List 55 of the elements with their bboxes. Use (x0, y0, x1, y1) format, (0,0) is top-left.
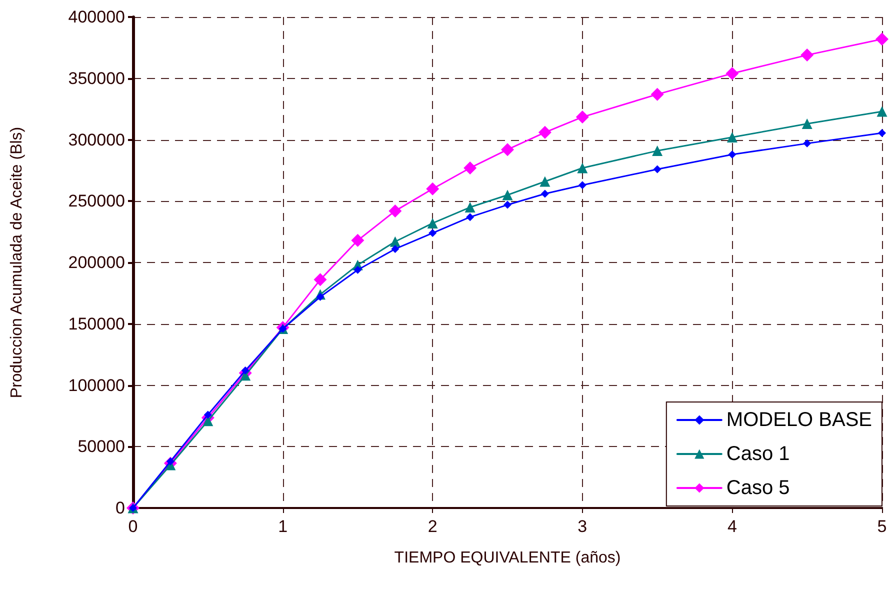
y-tick-label: 0 (116, 498, 125, 518)
point (354, 266, 362, 274)
point (540, 176, 550, 187)
legend-label: Caso 1 (726, 443, 790, 465)
point (504, 200, 512, 209)
y-tick-label: 100000 (68, 376, 125, 395)
point (728, 150, 736, 158)
point (576, 110, 589, 124)
y-tick-label: 150000 (68, 314, 125, 334)
point (466, 213, 474, 222)
point (427, 218, 438, 228)
y-tick-label: 200000 (68, 253, 125, 272)
point (204, 410, 212, 419)
y-tick-label: 400000 (68, 8, 125, 26)
legend-label: MODELO BASE (726, 409, 872, 431)
point (800, 48, 814, 62)
y-tick-label: 300000 (68, 130, 125, 150)
point (803, 139, 812, 148)
point (538, 126, 552, 139)
legend-label: Caso 5 (726, 477, 790, 499)
y-tick-label: 350000 (68, 68, 125, 88)
x-tick-label: 3 (578, 517, 588, 536)
point (501, 143, 514, 156)
point (653, 165, 662, 174)
x-tick-label: 4 (727, 517, 737, 536)
point (390, 236, 400, 247)
point (726, 66, 739, 80)
point (876, 32, 888, 46)
x-tick-label: 1 (278, 517, 288, 536)
point (426, 182, 440, 196)
point (577, 162, 588, 174)
x-axis-title: TIEMPO EQUIVALENTE (años) (394, 550, 621, 566)
y-tick-label: 50000 (78, 437, 125, 456)
point (502, 190, 513, 200)
point (351, 234, 364, 247)
x-tick-label: 0 (128, 517, 138, 536)
point (650, 88, 664, 101)
point (878, 129, 886, 137)
point (388, 204, 402, 218)
x-tick-label: 2 (428, 517, 438, 536)
point (876, 106, 888, 117)
point (802, 118, 812, 130)
y-axis-title: Produccion Acumulada de Aceite (Bls) (8, 126, 26, 398)
point (464, 161, 477, 174)
x-tick-label: 5 (877, 517, 887, 536)
point (428, 229, 437, 238)
point (391, 244, 400, 253)
point (316, 292, 324, 301)
point (726, 132, 738, 143)
point (314, 273, 327, 286)
y-tick-label: 250000 (68, 192, 125, 211)
point (652, 146, 663, 156)
point (540, 190, 549, 198)
point (464, 202, 476, 213)
point (578, 181, 586, 190)
